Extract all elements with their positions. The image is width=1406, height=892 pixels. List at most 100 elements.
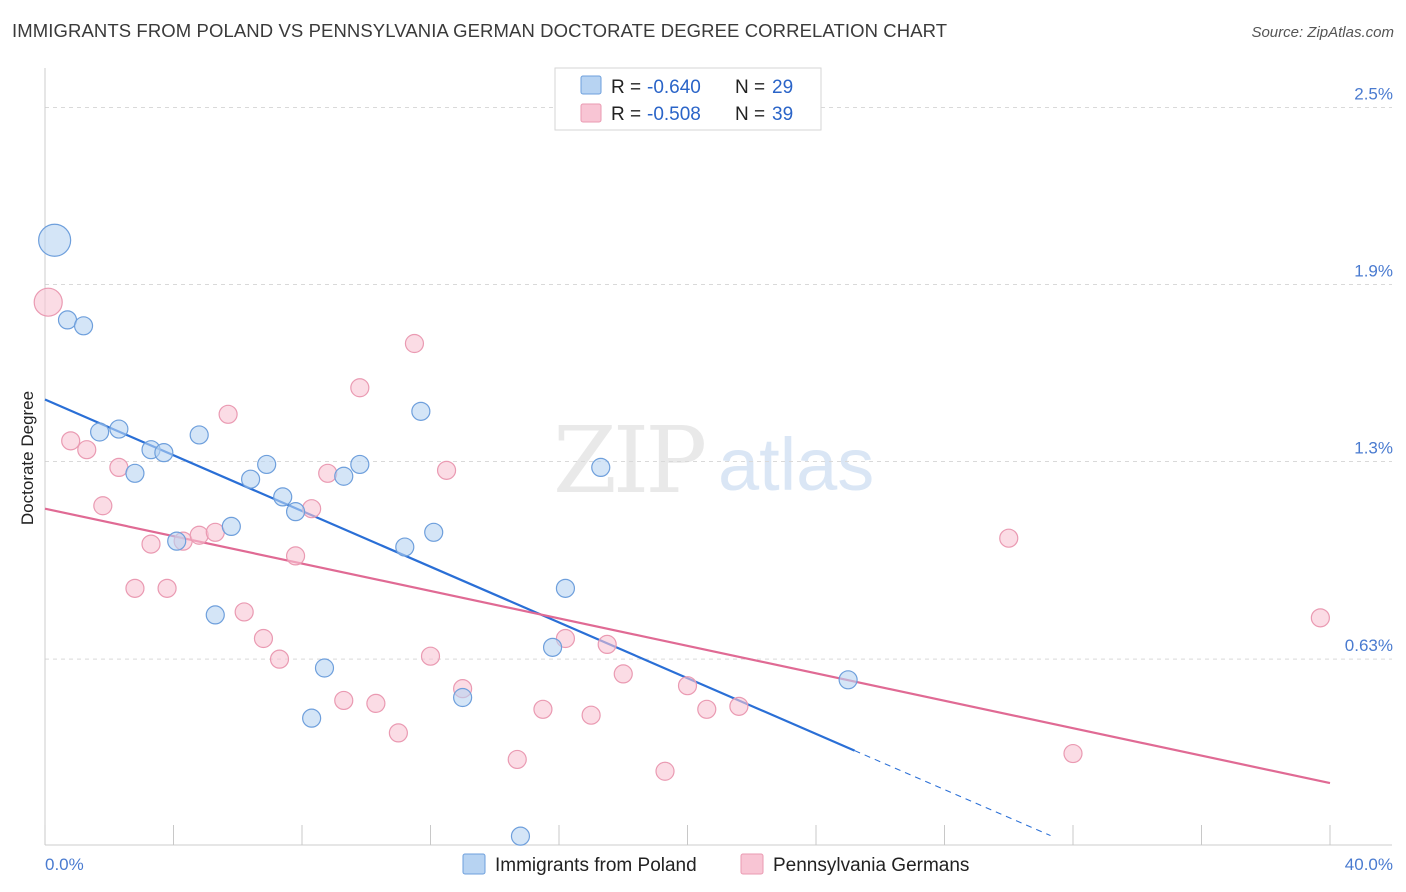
series-immigrants-from-poland: [38, 223, 858, 846]
data-point-blue: [395, 537, 415, 557]
data-point-pink: [436, 460, 457, 480]
data-point-blue: [90, 422, 110, 442]
legend-r-label: R =: [611, 77, 641, 98]
data-point-blue: [542, 637, 563, 657]
data-point-pink: [77, 440, 97, 460]
trend-lines: [44, 398, 1331, 837]
data-point-pink: [655, 761, 675, 781]
data-point-pink: [93, 496, 113, 516]
data-point-blue: [205, 605, 225, 625]
data-point-pink: [420, 646, 441, 666]
data-point-pink: [366, 693, 386, 714]
trend-line-pink: [44, 507, 1331, 785]
data-point-blue: [189, 425, 209, 445]
chart-title: IMMIGRANTS FROM POLAND VS PENNSYLVANIA G…: [12, 20, 948, 41]
trend-line-blue: [44, 398, 855, 752]
data-point-pink: [613, 664, 633, 684]
data-point-pink: [597, 634, 617, 655]
data-point-pink: [1063, 743, 1083, 764]
watermark-atlas: atlas: [718, 423, 874, 506]
data-point-blue: [510, 826, 531, 846]
bottom-legend-swatch-pink: [740, 853, 764, 875]
data-point-pink: [729, 696, 749, 716]
data-point-blue: [591, 457, 611, 477]
data-point-pink: [61, 431, 81, 451]
legend-n-value: 39: [772, 104, 793, 125]
data-point-blue: [73, 316, 94, 336]
data-point-pink: [334, 690, 354, 711]
data-point-blue: [125, 463, 145, 483]
data-point-blue: [57, 310, 78, 330]
y-tick-label: 2.5%: [1354, 85, 1393, 104]
x-tick-label: 0.0%: [45, 855, 84, 874]
data-point-blue: [838, 670, 858, 690]
watermark: ZIP atlas: [553, 407, 874, 514]
data-point-pink: [218, 404, 238, 424]
data-point-pink: [302, 499, 322, 519]
data-point-pink: [318, 463, 338, 483]
data-point-pink: [141, 534, 161, 554]
data-point-blue: [411, 401, 431, 421]
y-tick-label: 0.63%: [1345, 636, 1393, 655]
trend-line-extension-blue: [854, 750, 1051, 837]
data-point-blue: [302, 708, 322, 728]
data-point-blue: [38, 223, 72, 257]
data-point-pink: [125, 578, 145, 598]
data-point-pink: [581, 705, 601, 725]
data-point-pink: [253, 628, 274, 649]
data-point-pink: [507, 749, 527, 770]
bottom-legend-label-blue: Immigrants from Poland: [495, 855, 697, 876]
legend-box: R = -0.640 N = 29 R = -0.508 N = 39: [554, 67, 822, 131]
legend-swatch-pink: [580, 103, 602, 123]
data-point-pink: [677, 676, 698, 696]
data-point-blue: [273, 487, 293, 507]
series-pennsylvania-germans: [33, 287, 1330, 781]
data-point-blue: [314, 658, 335, 678]
legend-n-label: N =: [735, 77, 765, 98]
data-point-blue: [424, 522, 444, 542]
data-point-pink: [285, 546, 306, 566]
data-point-blue: [167, 531, 187, 551]
bottom-legend: Immigrants from Poland Pennsylvania Germ…: [462, 853, 969, 876]
data-point-blue: [555, 578, 576, 598]
y-tick-labels: 0.63% 1.3% 1.9% 2.5%: [1345, 85, 1393, 656]
data-point-pink: [404, 333, 425, 354]
data-point-pink: [697, 699, 717, 719]
legend-r-value: -0.508: [647, 104, 701, 125]
data-point-blue: [109, 419, 129, 439]
data-point-blue: [453, 687, 473, 708]
data-point-pink: [350, 378, 370, 398]
bottom-legend-swatch-blue: [462, 853, 486, 875]
data-point-blue: [221, 516, 241, 537]
y-tick-label: 1.3%: [1354, 439, 1393, 458]
y-tick-label: 1.9%: [1354, 262, 1393, 281]
data-point-pink: [533, 699, 553, 719]
data-point-blue: [241, 469, 261, 489]
data-point-pink: [269, 649, 290, 669]
x-tick-label: 40.0%: [1345, 855, 1393, 874]
data-point-pink: [388, 723, 408, 743]
data-point-pink: [999, 528, 1019, 548]
data-point-pink: [1310, 608, 1330, 628]
legend-swatch-blue: [580, 75, 602, 95]
data-point-pink: [33, 287, 63, 317]
legend-n-value: 29: [772, 77, 793, 98]
legend-r-label: R =: [611, 104, 641, 125]
data-point-blue: [350, 454, 370, 475]
data-point-blue: [285, 502, 306, 522]
grid-lines: [45, 107, 1392, 660]
data-point-blue: [154, 443, 174, 463]
watermark-zip: ZIP: [553, 407, 704, 514]
legend-r-value: -0.640: [647, 77, 701, 98]
data-point-pink: [157, 578, 177, 598]
data-point-pink: [109, 457, 129, 477]
data-point-pink: [205, 522, 225, 542]
data-point-pink: [234, 602, 254, 622]
data-point-blue: [334, 466, 354, 486]
y-axis-label: Doctorate Degree: [18, 391, 37, 525]
x-tick-labels: 0.0% 40.0%: [45, 855, 1393, 874]
axes: [44, 68, 1392, 846]
bottom-legend-label-pink: Pennsylvania Germans: [773, 855, 969, 876]
legend-n-label: N =: [735, 104, 765, 125]
